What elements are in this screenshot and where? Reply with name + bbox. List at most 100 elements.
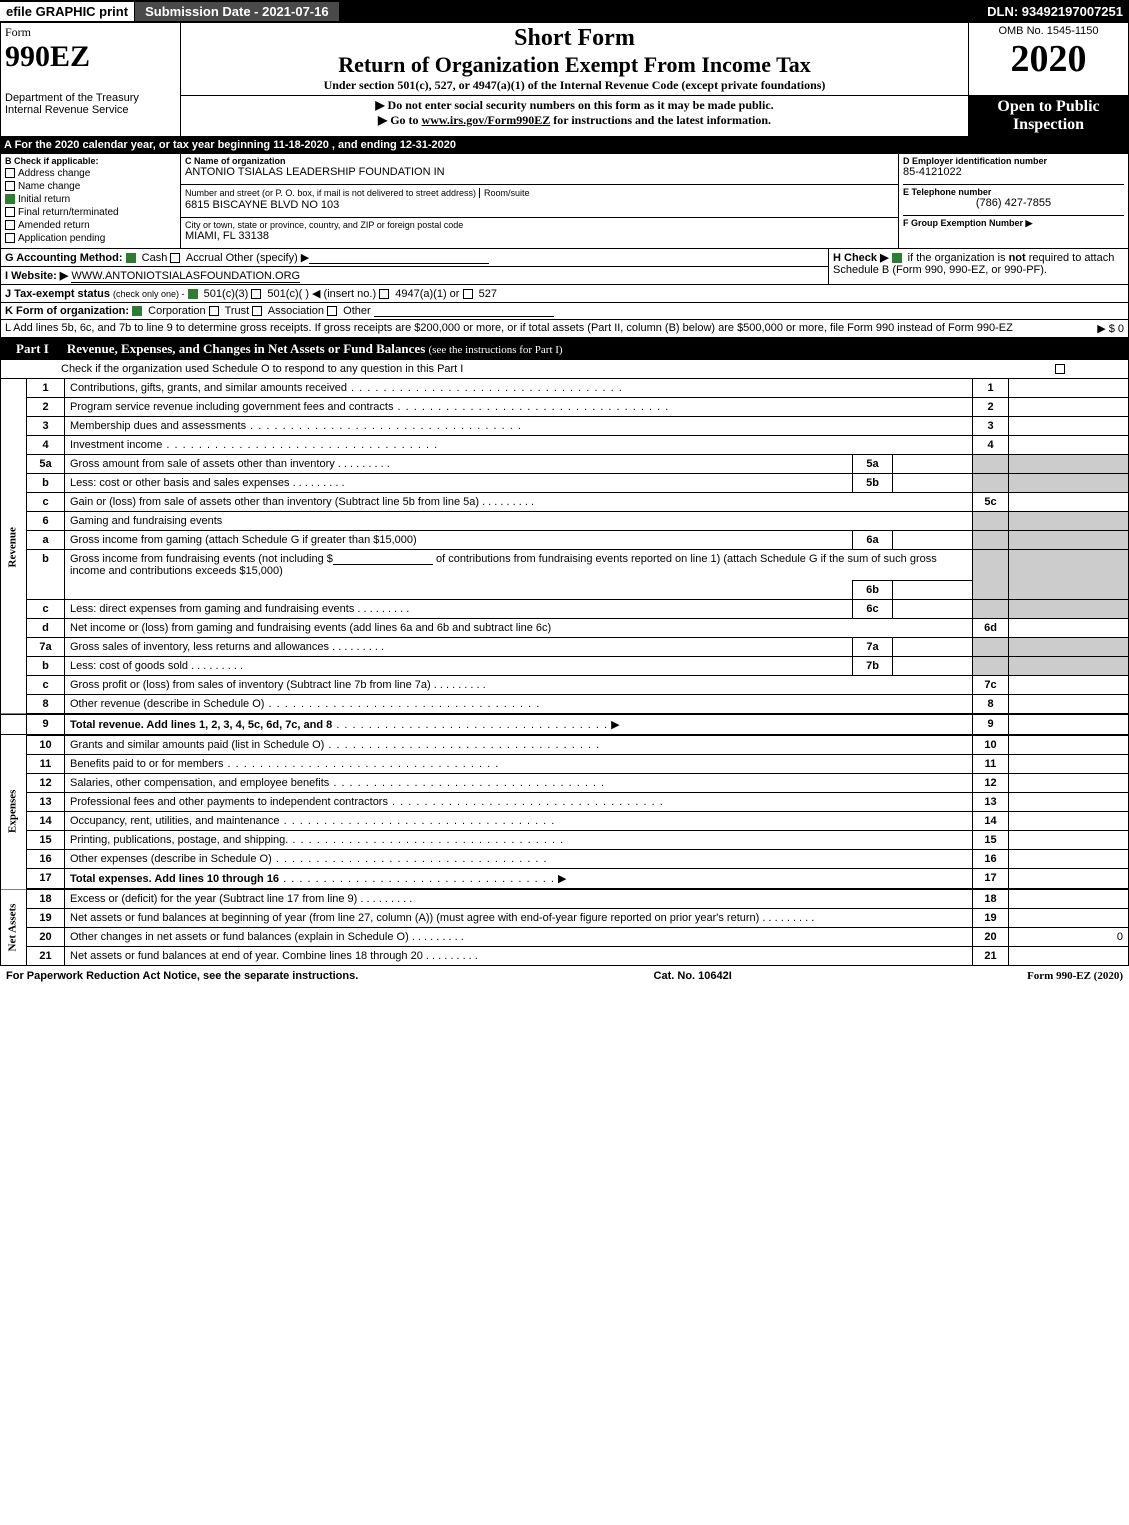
addr-label: Number and street (or P. O. box, if mail… (185, 188, 476, 198)
g-label: G Accounting Method: (5, 252, 123, 264)
cb-initial-return[interactable]: Initial return (5, 194, 176, 205)
amt-15 (1009, 831, 1129, 850)
cb-other-org[interactable] (327, 306, 337, 316)
ein: 85-4121022 (903, 166, 1124, 178)
l-text: L Add lines 5b, 6c, and 7b to line 9 to … (5, 322, 1013, 334)
website-value: WWW.ANTONIOTSIALASFOUNDATION.ORG (71, 270, 300, 283)
cb-corp[interactable] (132, 306, 142, 316)
k-label: K Form of organization: (5, 305, 129, 317)
sub-amt-7a (893, 638, 973, 657)
cb-4947[interactable] (379, 289, 389, 299)
part-i-label: Part I (6, 341, 59, 357)
form-word: Form (5, 25, 176, 40)
org-name: ANTONIO TSIALAS LEADERSHIP FOUNDATION IN (185, 166, 894, 178)
amt-2 (1009, 398, 1129, 417)
instr-no-ssn: ▶ Do not enter social security numbers o… (185, 98, 964, 113)
amt-20: 0 (1009, 928, 1129, 947)
other-specify-blank[interactable] (309, 252, 489, 264)
cb-final-return[interactable]: Final return/terminated (5, 207, 176, 218)
sub-amt-6b (893, 581, 973, 600)
subtitle: Under section 501(c), 527, or 4947(a)(1)… (185, 78, 964, 93)
c-label: C Name of organization (185, 156, 894, 166)
amt-11 (1009, 755, 1129, 774)
dept-irs: Internal Revenue Service (5, 104, 176, 116)
part-i-table: Revenue 1 Contributions, gifts, grants, … (0, 378, 1129, 966)
netassets-side-label: Net Assets (1, 889, 27, 966)
footer-right: Form 990-EZ (2020) (1027, 970, 1123, 982)
amt-8 (1009, 695, 1129, 715)
short-form-title: Short Form (185, 25, 964, 52)
amt-18 (1009, 889, 1129, 909)
cb-501c3[interactable] (188, 289, 198, 299)
cb-schedule-b[interactable] (892, 253, 902, 263)
sub-amt-5b (893, 474, 973, 493)
top-bar: efile GRAPHIC print Submission Date - 20… (0, 0, 1129, 22)
amt-14 (1009, 812, 1129, 831)
amt-19 (1009, 909, 1129, 928)
amt-1 (1009, 379, 1129, 398)
amt-21 (1009, 947, 1129, 966)
omb-number: OMB No. 1545-1150 (973, 25, 1124, 37)
amt-9 (1009, 714, 1129, 735)
form-header: Form 990EZ Department of the Treasury In… (0, 22, 1129, 137)
amt-3 (1009, 417, 1129, 436)
amt-12 (1009, 774, 1129, 793)
d-label: D Employer identification number (903, 156, 1124, 166)
tax-year: 2020 (973, 37, 1124, 81)
amt-16 (1009, 850, 1129, 869)
page-footer: For Paperwork Reduction Act Notice, see … (0, 966, 1129, 986)
efile-label: efile GRAPHIC print (0, 2, 134, 21)
contrib-blank[interactable] (333, 553, 433, 565)
amt-17 (1009, 869, 1129, 890)
city-label: City or town, state or province, country… (185, 220, 894, 230)
dln-label: DLN: 93492197007251 (987, 4, 1129, 19)
cb-accrual[interactable] (170, 253, 180, 263)
cb-schedule-o[interactable] (1055, 364, 1065, 374)
other-org-blank[interactable] (374, 305, 554, 317)
expenses-side-label: Expenses (1, 735, 27, 889)
check-header: B Check if applicable: (5, 156, 176, 166)
cb-application-pending[interactable]: Application pending (5, 233, 176, 244)
org-address: 6815 BISCAYNE BLVD NO 103 (185, 199, 894, 211)
room-label: Room/suite (479, 188, 530, 198)
part-i-header: Part I Revenue, Expenses, and Changes in… (0, 338, 1129, 360)
method-block: G Accounting Method: Cash Accrual Other … (0, 249, 1129, 338)
phone: (786) 427-7855 (903, 197, 1124, 209)
main-title: Return of Organization Exempt From Incom… (185, 52, 964, 78)
open-to-public: Open to Public Inspection (969, 96, 1129, 137)
amt-5c (1009, 493, 1129, 512)
irs-link[interactable]: www.irs.gov/Form990EZ (422, 113, 551, 127)
sub-amt-6a (893, 531, 973, 550)
amt-10 (1009, 735, 1129, 755)
cb-address-change[interactable]: Address change (5, 168, 176, 179)
amt-6d (1009, 619, 1129, 638)
org-info-block: B Check if applicable: Address change Na… (0, 153, 1129, 249)
cb-527[interactable] (463, 289, 473, 299)
amt-4 (1009, 436, 1129, 455)
form-code: 990EZ (5, 40, 176, 74)
cb-name-change[interactable]: Name change (5, 181, 176, 192)
cb-501c[interactable] (251, 289, 261, 299)
cb-trust[interactable] (209, 306, 219, 316)
dept-treasury: Department of the Treasury (5, 92, 176, 104)
submission-date: Submission Date - 2021-07-16 (134, 1, 340, 22)
amt-7c (1009, 676, 1129, 695)
f-label: F Group Exemption Number ▶ (903, 218, 1124, 229)
cb-assoc[interactable] (252, 306, 262, 316)
org-city: MIAMI, FL 33138 (185, 230, 894, 242)
sub-amt-5a (893, 455, 973, 474)
i-label: I Website: ▶ (5, 270, 68, 282)
amt-13 (1009, 793, 1129, 812)
sub-amt-6c (893, 600, 973, 619)
cb-cash[interactable] (126, 253, 136, 263)
h-label: H Check ▶ (833, 252, 889, 264)
revenue-side-label: Revenue (1, 379, 27, 715)
j-label: J Tax-exempt status (5, 288, 110, 300)
instr-website: ▶ Go to www.irs.gov/Form990EZ for instru… (185, 113, 964, 128)
cb-amended-return[interactable]: Amended return (5, 220, 176, 231)
part-i-check-note: Check if the organization used Schedule … (0, 360, 1129, 378)
e-label: E Telephone number (903, 187, 1124, 197)
section-a-period: A For the 2020 calendar year, or tax yea… (0, 137, 1129, 153)
sub-amt-7b (893, 657, 973, 676)
footer-left: For Paperwork Reduction Act Notice, see … (6, 970, 358, 982)
